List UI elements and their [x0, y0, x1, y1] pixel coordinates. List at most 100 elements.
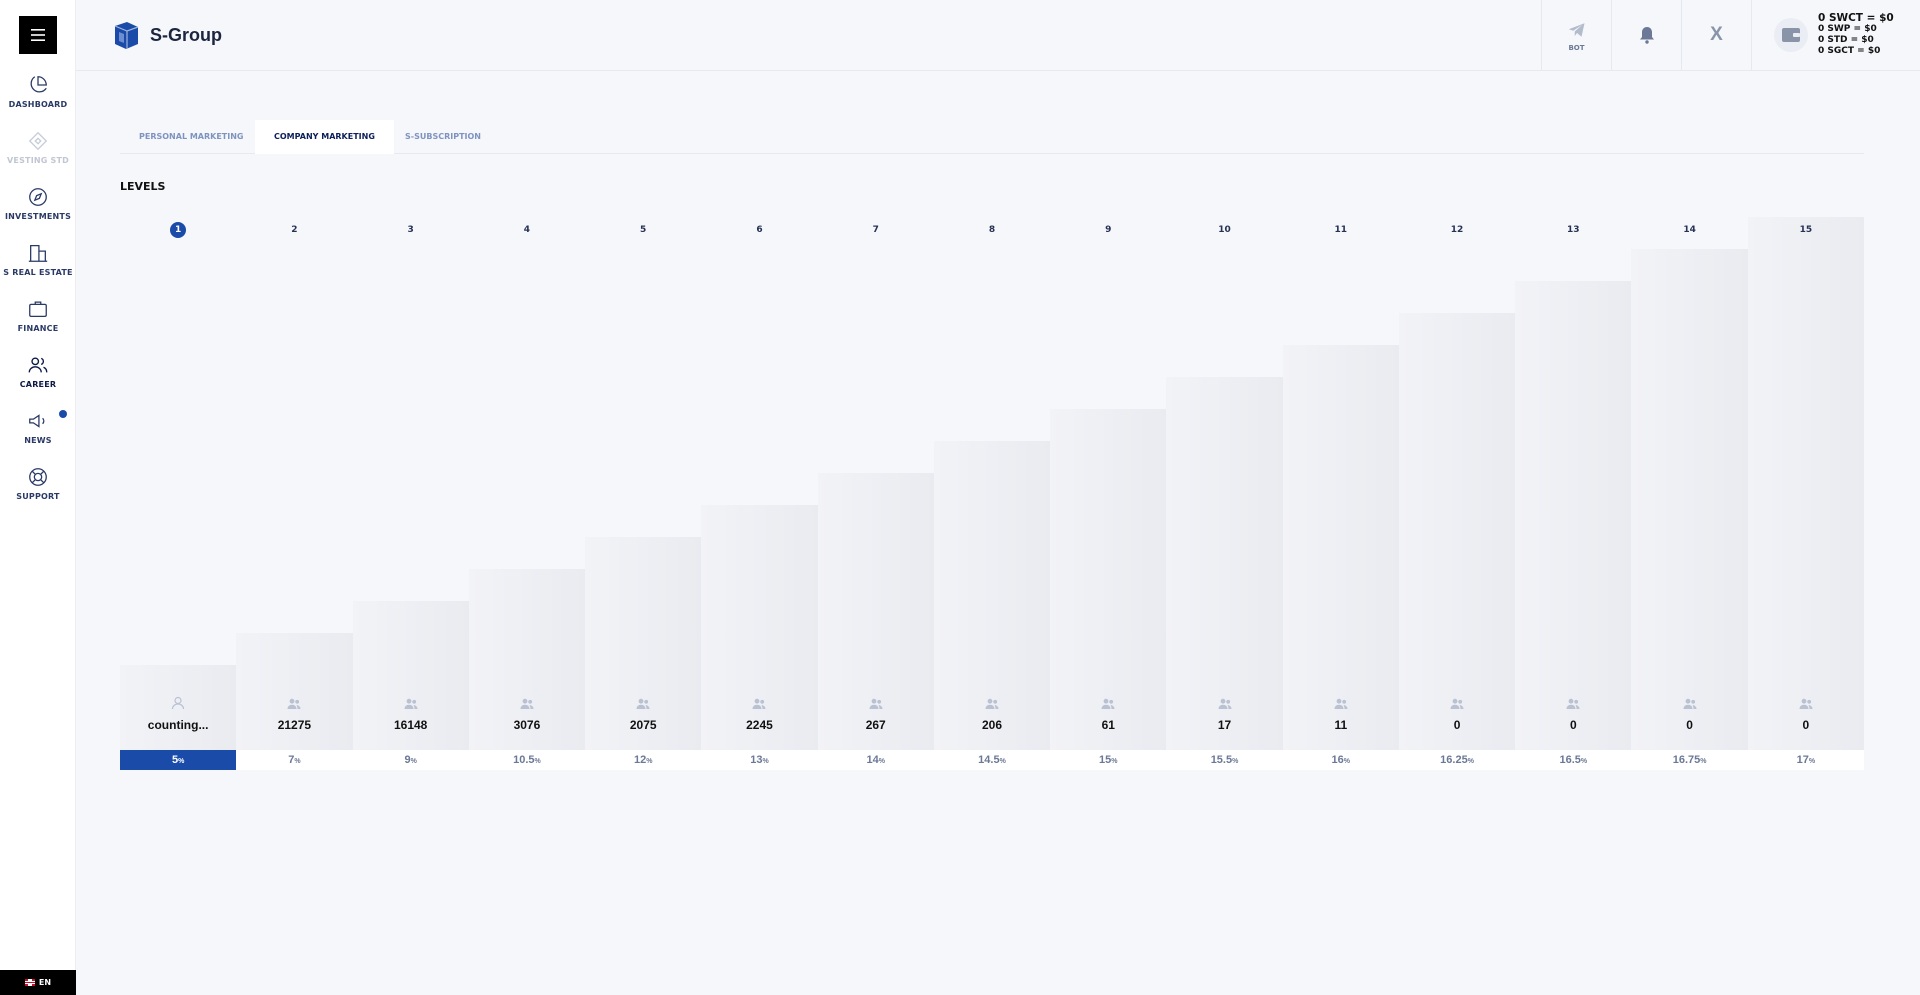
sidebar-item-label: SUPPORT [16, 492, 60, 501]
level-member-count: counting... [147, 718, 209, 732]
hamburger-menu-button[interactable] [19, 16, 57, 54]
level-member-count: 267 [865, 718, 886, 732]
level-column: 10 17 15.5% [1166, 210, 1283, 770]
notifications-button[interactable] [1611, 0, 1681, 70]
level-member-count: 2075 [629, 718, 657, 732]
level-column: 11 11 16% [1282, 210, 1399, 770]
tab-s-subscription[interactable]: S-SUBSCRIPTION [405, 132, 481, 141]
tab-company-marketing[interactable]: COMPANY MARKETING [255, 120, 394, 154]
sidebar-item-vesting-std[interactable]: VESTING STD [0, 130, 76, 178]
x-social-button[interactable]: X [1681, 0, 1751, 70]
sidebar-item-finance[interactable]: FINANCE [0, 298, 76, 346]
users-icon [520, 695, 534, 714]
sidebar-item-support[interactable]: SUPPORT [0, 466, 76, 514]
language-switcher[interactable]: EN [0, 970, 76, 995]
users-icon [985, 695, 999, 714]
level-percent: 16% [1282, 750, 1399, 770]
level-bar [468, 569, 586, 750]
level-bar [236, 633, 353, 750]
telegram-icon [1568, 22, 1584, 37]
sidebar-item-news[interactable]: NEWS [0, 410, 76, 458]
level-column: 14 0 16.75% [1631, 210, 1748, 770]
level-percent: 5% [120, 750, 237, 770]
level-number[interactable]: 5 [640, 225, 647, 235]
level-percent: 15.5% [1166, 750, 1283, 770]
level-number[interactable]: 11 [1334, 225, 1348, 235]
levels-chart: 1 counting... 5% 2 21275 7% 3 16148 9% 4 3076 10.5%… [120, 210, 1864, 770]
level-number[interactable]: 10 [1218, 225, 1231, 235]
level-percent: 16.75% [1631, 750, 1748, 770]
level-number[interactable]: 14 [1683, 225, 1696, 235]
sidebar-item-career[interactable]: CAREER [0, 354, 76, 402]
level-percent: 16.5% [1515, 750, 1632, 770]
level-number[interactable]: 9 [1105, 225, 1112, 235]
level-column: 15 0 17% [1747, 210, 1864, 770]
level-number[interactable]: 15 [1799, 225, 1813, 235]
level-bar [1050, 409, 1167, 750]
level-number[interactable]: 3 [407, 225, 414, 235]
wallet-icon-wrap [1774, 18, 1808, 52]
x-icon: X [1710, 24, 1723, 45]
level-number[interactable]: 2 [291, 225, 298, 235]
level-number[interactable]: 4 [523, 225, 531, 235]
level-number[interactable]: 7 [872, 225, 879, 235]
level-member-count: 17 [1217, 718, 1232, 732]
logo[interactable]: S-Group [112, 20, 222, 50]
balance-std: 0 STD = $0 [1818, 35, 1874, 45]
users-icon [1566, 695, 1580, 714]
level-bar [701, 505, 818, 750]
users-icon [1218, 695, 1232, 714]
bot-icon-wrap [1566, 19, 1588, 41]
level-column: 13 0 16.5% [1515, 210, 1632, 770]
user-icon [171, 695, 185, 714]
level-member-count: 0 [1569, 718, 1577, 732]
level-number[interactable]: 1 [170, 222, 187, 238]
level-percent: 10.5% [468, 750, 586, 770]
level-member-count: 21275 [277, 718, 312, 732]
wallet-balance[interactable]: 0 SWCT = $0 0 SWP = $0 0 STD = $0 0 SGCT… [1751, 0, 1920, 70]
level-column: 8 206 14.5% [933, 210, 1051, 770]
diamond-icon [28, 131, 48, 151]
level-percent: 16.25% [1398, 750, 1516, 770]
balances-list: 0 SWCT = $0 0 SWP = $0 0 STD = $0 0 SGCT… [1818, 12, 1894, 57]
level-number[interactable]: 8 [988, 225, 996, 235]
users-icon [1799, 695, 1813, 714]
level-member-count: 16148 [393, 718, 428, 732]
level-bar [933, 441, 1051, 750]
users-icon [752, 695, 766, 714]
level-percent: 12% [585, 750, 702, 770]
sidebar-item-label: NEWS [24, 436, 52, 445]
level-bar [1398, 313, 1516, 750]
level-bar [1515, 281, 1632, 750]
level-member-count: 0 [1686, 718, 1693, 732]
level-percent: 15% [1050, 750, 1167, 770]
building-icon [28, 245, 48, 262]
level-percent: 7% [236, 750, 353, 770]
level-column: 4 3076 10.5% [468, 210, 586, 770]
marketing-tabs: PERSONAL MARKETING COMPANY MARKETING S-S… [120, 120, 1864, 154]
users-icon [1101, 695, 1115, 714]
level-bar [585, 537, 702, 750]
level-number[interactable]: 13 [1567, 225, 1580, 235]
language-label: EN [38, 978, 52, 987]
level-member-count: 61 [1101, 718, 1115, 732]
uk-flag-icon [24, 979, 35, 986]
balance-swct: 0 SWCT = $0 [1818, 12, 1894, 24]
level-bar [1631, 249, 1748, 750]
level-member-count: 3076 [513, 718, 541, 732]
level-number[interactable]: 12 [1450, 225, 1464, 235]
level-column: 7 267 14% [817, 210, 934, 770]
bot-button[interactable]: BOT [1541, 0, 1611, 70]
level-bar [120, 665, 237, 750]
level-member-count: 11 [1334, 718, 1348, 732]
sidebar-item-dashboard[interactable]: DASHBOARD [0, 74, 76, 122]
level-bar [1747, 217, 1864, 750]
sidebar-item-label: DASHBOARD [8, 100, 68, 109]
sidebar: DASHBOARD VESTING STD INVESTMENTS S REAL… [0, 0, 76, 995]
level-number[interactable]: 6 [756, 225, 763, 235]
levels-title: LEVELS [120, 180, 166, 193]
tab-personal-marketing[interactable]: PERSONAL MARKETING [139, 132, 244, 141]
sidebar-item-real-estate[interactable]: S REAL ESTATE [0, 242, 76, 290]
sidebar-item-investments[interactable]: INVESTMENTS [0, 186, 76, 234]
users-icon [287, 695, 301, 714]
